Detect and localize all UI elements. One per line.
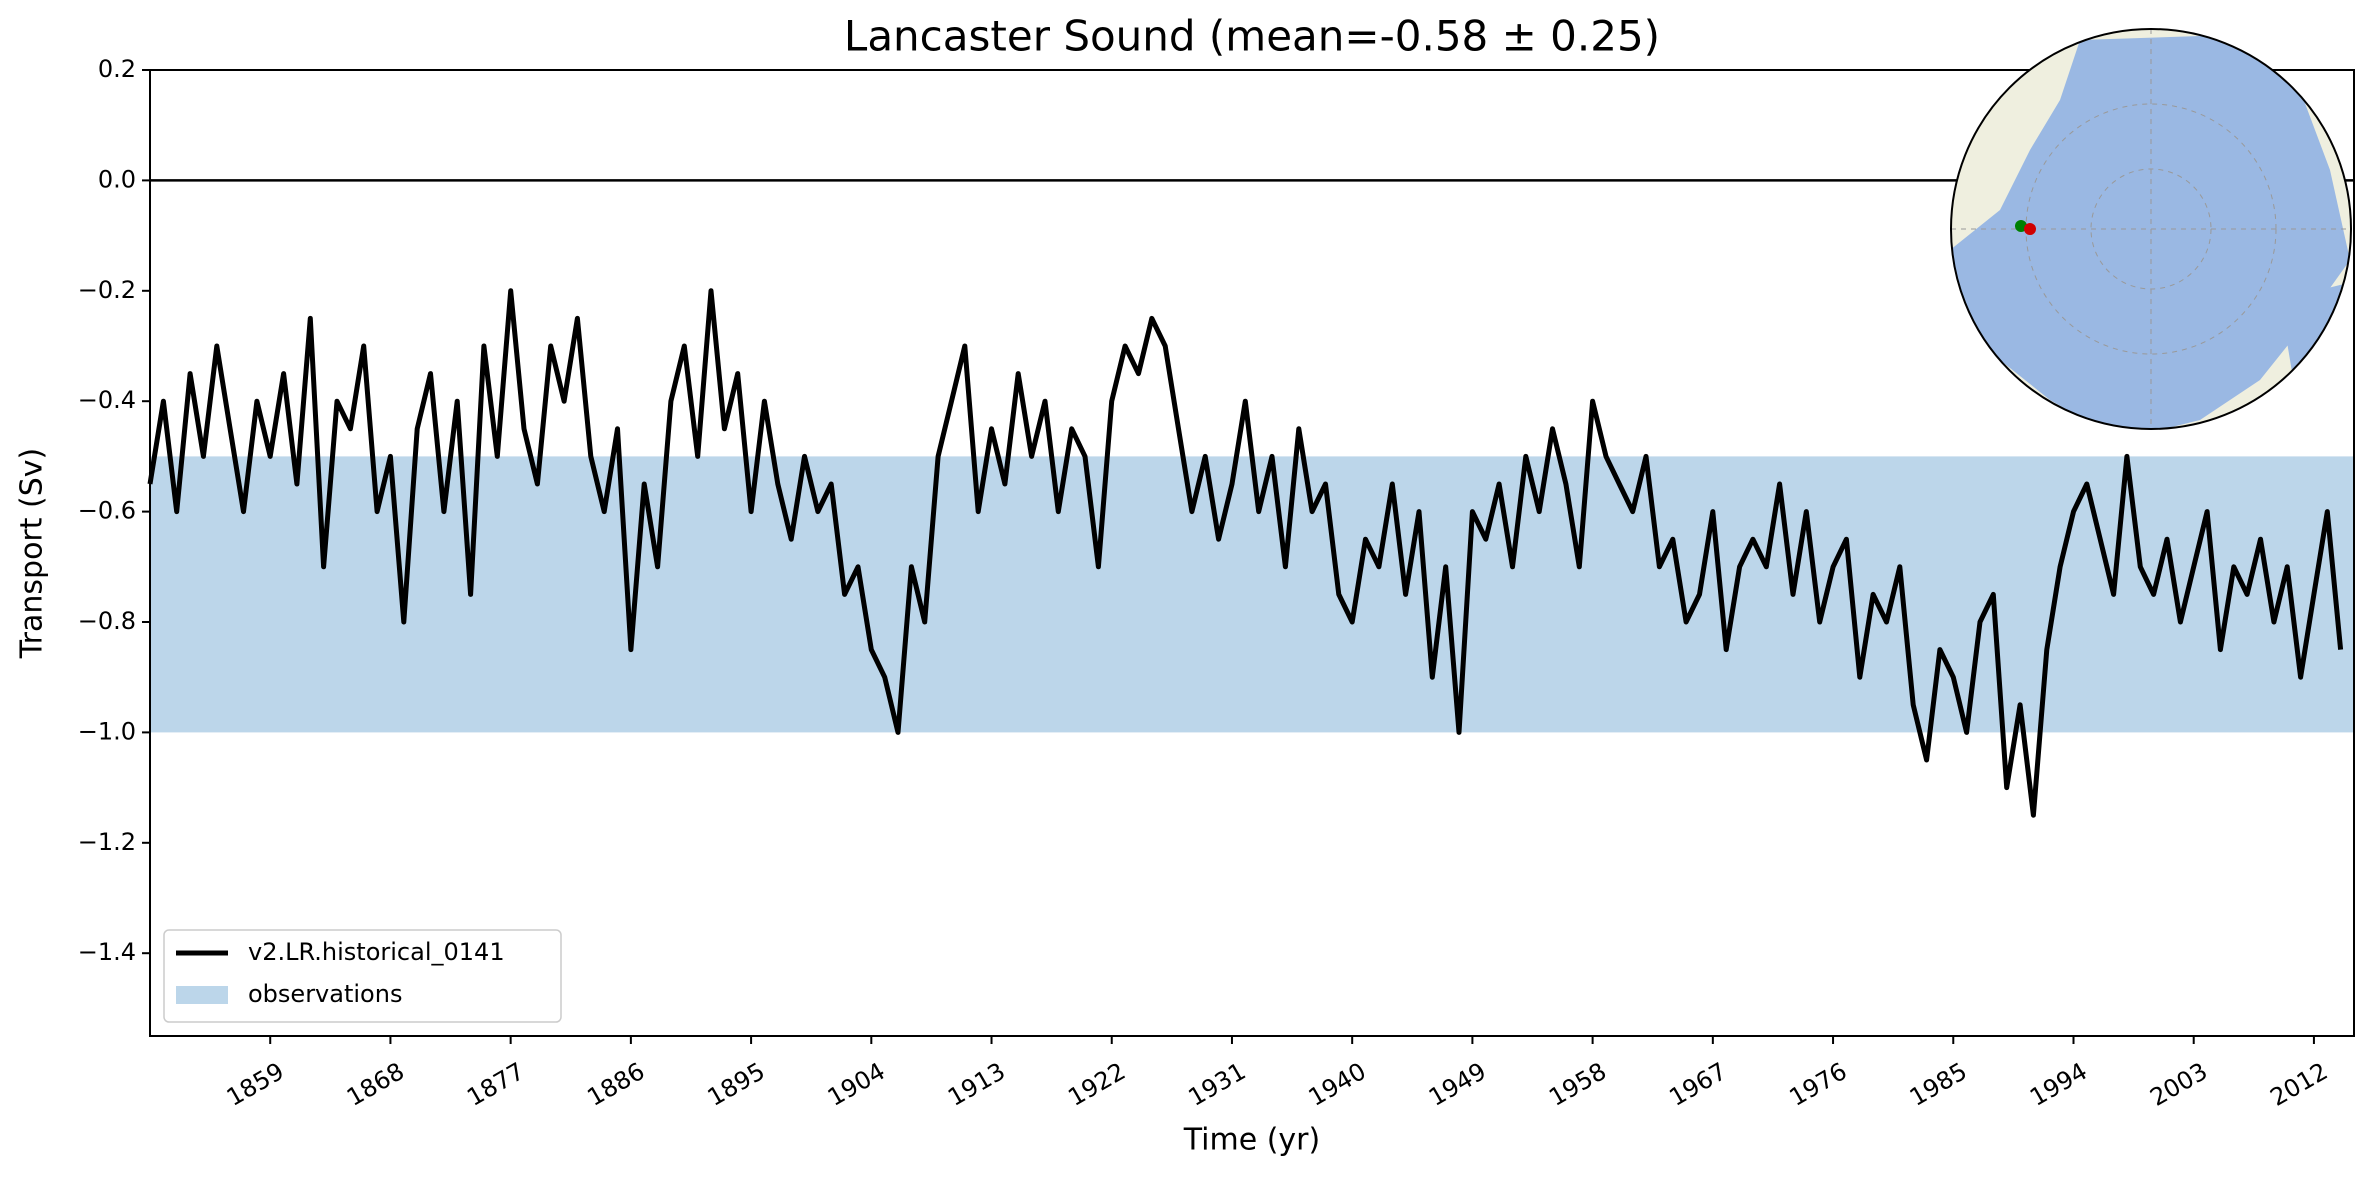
legend-box [163,929,562,1023]
y-tick-label: 0.2 [98,55,136,83]
y-tick-label: −0.2 [78,276,136,304]
y-tick-label: −1.0 [78,717,136,745]
map-marker [2024,223,2036,235]
legend-label: observations [248,980,402,1008]
legend: v2.LR.historical_0141 observations [163,929,562,1023]
y-axis-label: Transport (Sv) [15,448,50,660]
plot-area [147,179,2354,818]
y-tick-label: 0.0 [98,165,136,193]
y-tick-label: −0.6 [78,497,136,525]
y-tick-label: −1.2 [78,828,136,856]
x-axis-label: Time (yr) [1183,1123,1320,1158]
y-tick-label: −0.4 [78,386,136,414]
y-tick-label: −1.4 [78,938,136,966]
axes-frame [149,69,2355,1037]
chart-title: Lancaster Sound (mean=-0.58 ± 0.25) [844,12,1660,61]
map-ocean [1951,35,2350,429]
legend-swatch [176,986,228,1004]
legend-label: v2.LR.historical_0141 [248,938,505,966]
y-tick-label: −0.8 [78,607,136,635]
observation-band [150,456,2354,733]
map-border [1950,28,2352,430]
series-line [147,288,2344,818]
